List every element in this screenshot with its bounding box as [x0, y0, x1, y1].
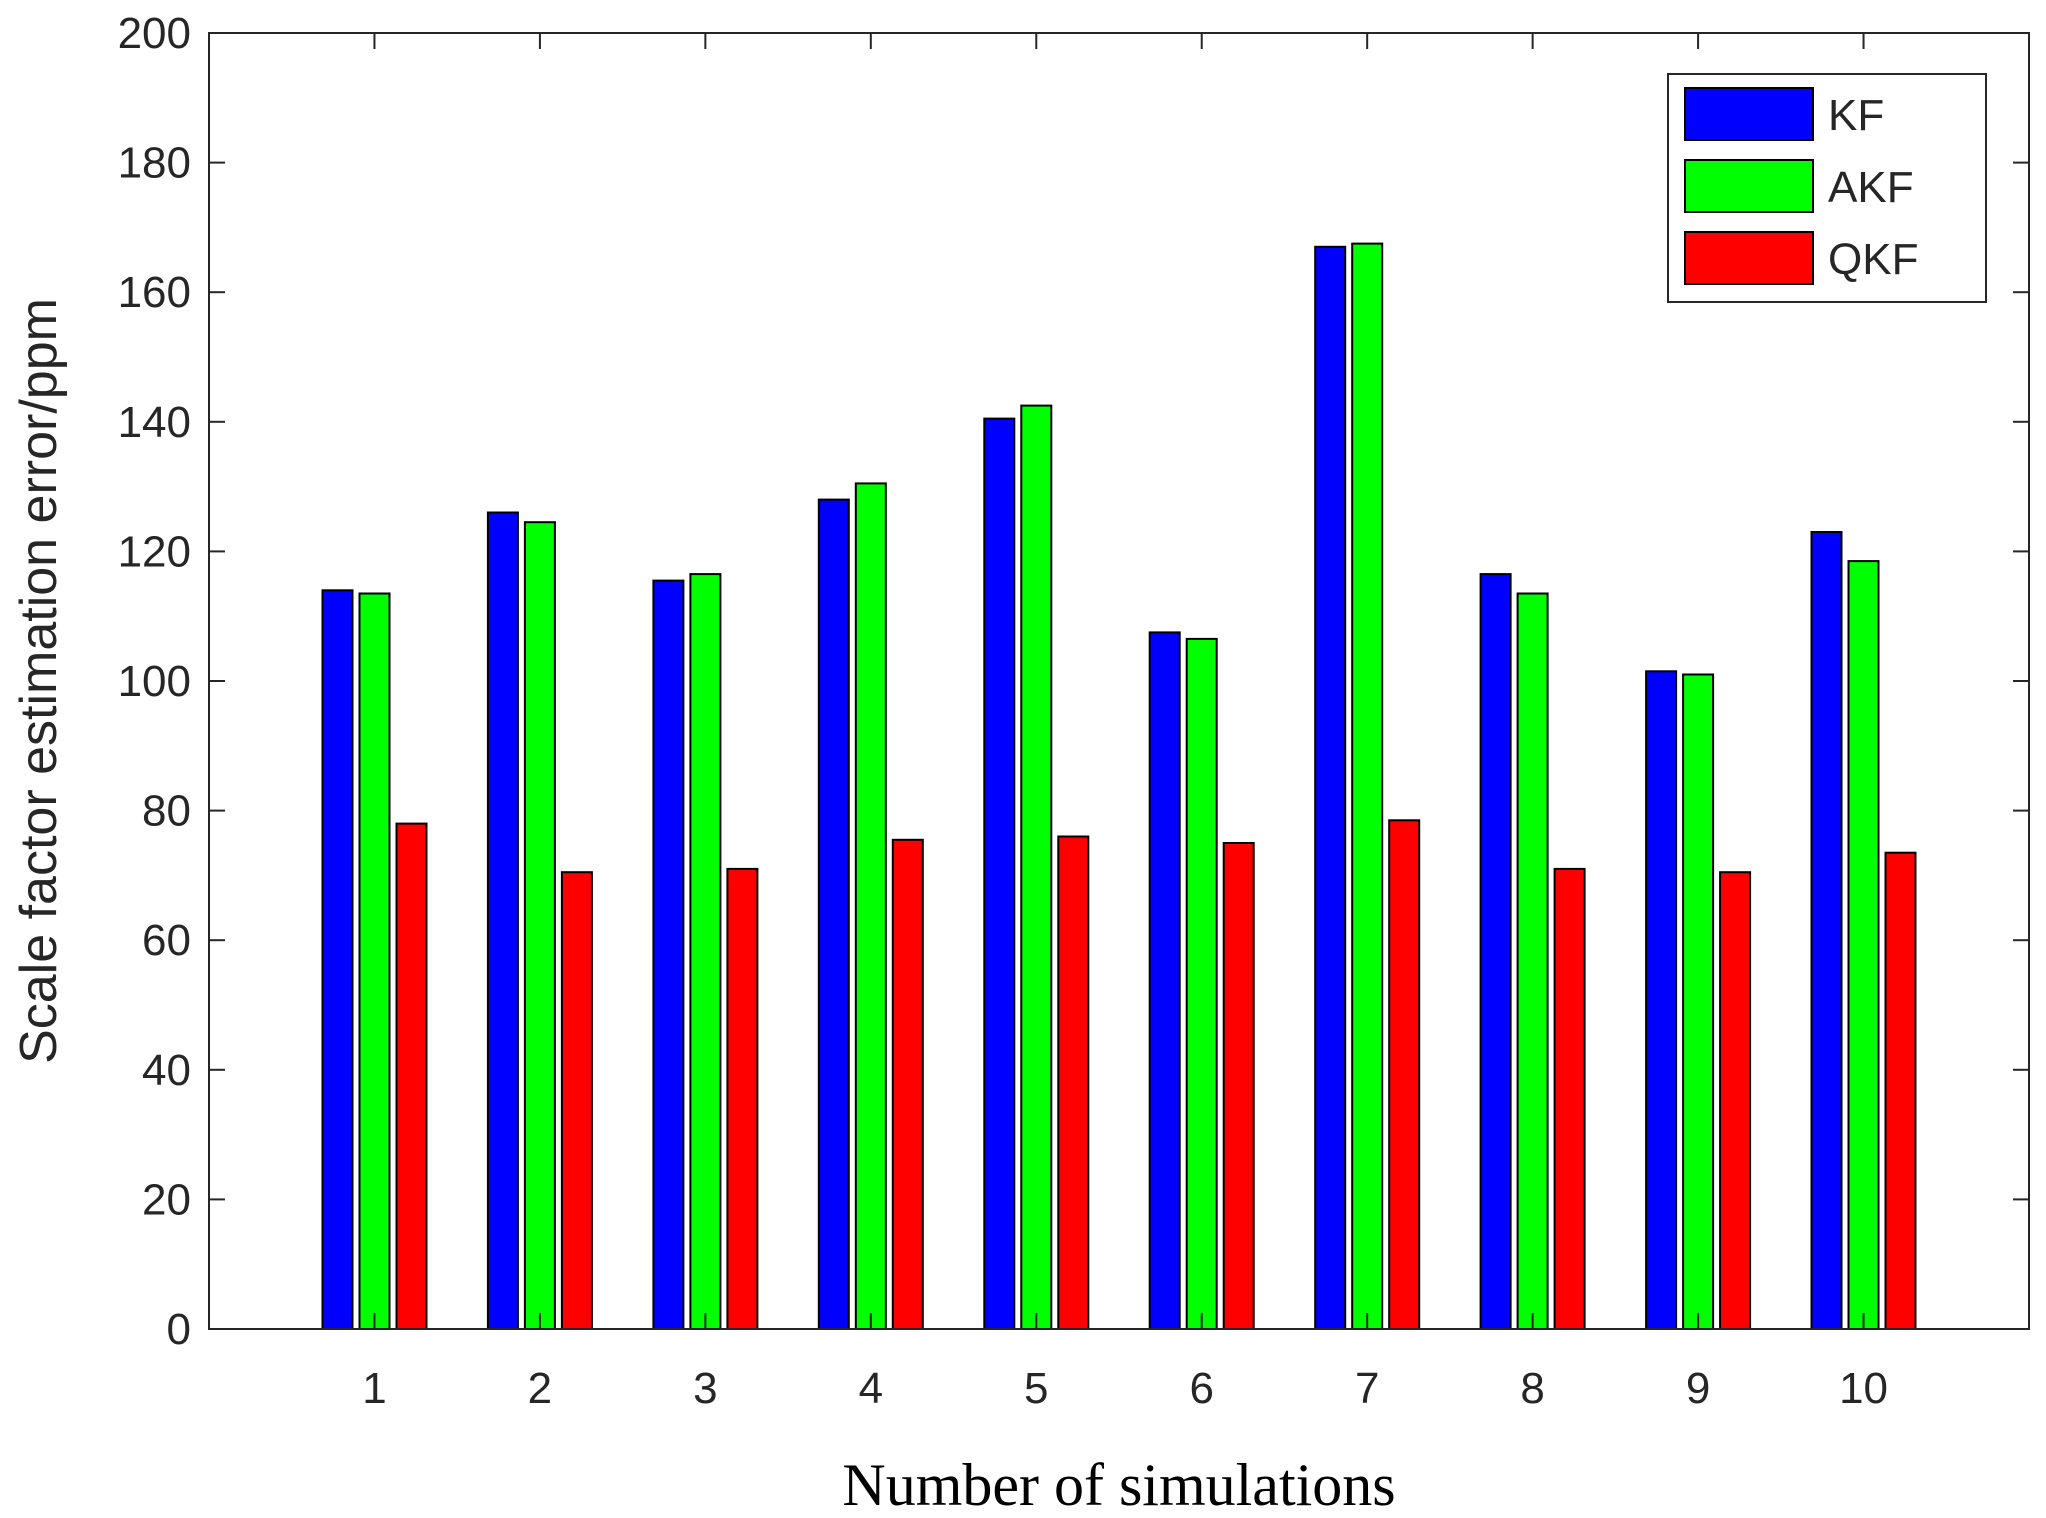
- bar-akf-7: [1351, 242, 1384, 1331]
- bar-qkf-6: [1222, 842, 1255, 1330]
- bar-qkf-9: [1719, 871, 1752, 1330]
- bar-akf-3: [689, 573, 722, 1330]
- bar-kf-6: [1148, 631, 1181, 1330]
- bar-akf-6: [1185, 637, 1218, 1330]
- y-axis-label: Scale factor estimation error/ppm: [10, 298, 68, 1064]
- legend: KF AKF QKF: [1667, 73, 1987, 303]
- bar-akf-10: [1847, 560, 1880, 1330]
- bar-kf-10: [1810, 531, 1843, 1330]
- bar-akf-4: [854, 482, 887, 1330]
- bar-akf-5: [1020, 404, 1053, 1331]
- bar-akf-9: [1682, 673, 1715, 1330]
- bar-qkf-7: [1388, 819, 1421, 1330]
- x-tick-label-1: 1: [362, 1364, 386, 1413]
- legend-entries: KF AKF QKF: [1684, 87, 1918, 285]
- legend-swatch-kf: [1684, 87, 1814, 141]
- bar-kf-3: [652, 579, 685, 1330]
- y-tick-label-0: 0: [167, 1305, 191, 1354]
- bar-kf-9: [1645, 670, 1678, 1330]
- legend-label-qkf: QKF: [1828, 235, 1918, 284]
- y-tick-label-60: 60: [142, 916, 191, 965]
- y-tick-label-140: 140: [118, 398, 191, 447]
- bar-akf-1: [358, 592, 391, 1330]
- ticks-layer: [209, 32, 2029, 1330]
- bar-akf-2: [523, 521, 556, 1330]
- bars-layer: [321, 242, 1917, 1331]
- x-tick-label-6: 6: [1189, 1364, 1213, 1413]
- y-tick-label-200: 200: [118, 9, 191, 58]
- x-tick-label-4: 4: [859, 1364, 883, 1413]
- y-tick-label-180: 180: [118, 139, 191, 188]
- y-tick-label-20: 20: [142, 1175, 191, 1224]
- bar-kf-1: [321, 589, 354, 1330]
- bar-akf-8: [1516, 592, 1549, 1330]
- x-tick-labels: 1 2 3 4 5 6 7 8 9 10: [362, 1364, 1888, 1413]
- x-tick-label-2: 2: [528, 1364, 552, 1413]
- bar-qkf-3: [726, 867, 759, 1331]
- x-tick-label-7: 7: [1355, 1364, 1379, 1413]
- bar-kf-4: [817, 498, 850, 1331]
- y-tick-label-80: 80: [142, 787, 191, 836]
- bar-kf-8: [1479, 573, 1512, 1330]
- legend-label-akf: AKF: [1828, 163, 1914, 212]
- plot-frame: [208, 32, 2030, 1330]
- legend-label-kf: KF: [1828, 91, 1884, 140]
- x-axis-label: Number of simulations: [842, 1452, 1395, 1513]
- y-tick-label-100: 100: [118, 657, 191, 706]
- bar-qkf-4: [891, 838, 924, 1330]
- y-tick-label-160: 160: [118, 268, 191, 317]
- x-tick-label-10: 10: [1839, 1364, 1888, 1413]
- legend-swatch-akf: [1684, 159, 1814, 213]
- legend-swatch-qkf: [1684, 231, 1814, 285]
- bar-kf-2: [486, 511, 519, 1330]
- y-tick-labels: 0 20 40 60 80 100 120 140 160 180 200: [118, 9, 191, 1354]
- bar-qkf-2: [560, 871, 593, 1330]
- y-tick-label-40: 40: [142, 1046, 191, 1095]
- bar-qkf-1: [395, 822, 428, 1330]
- bar-kf-7: [1314, 245, 1347, 1330]
- x-tick-label-8: 8: [1520, 1364, 1544, 1413]
- y-tick-label-120: 120: [118, 527, 191, 576]
- bar-qkf-10: [1884, 851, 1917, 1330]
- x-tick-label-9: 9: [1686, 1364, 1710, 1413]
- bar-kf-5: [983, 417, 1016, 1331]
- bar-qkf-8: [1553, 867, 1586, 1331]
- bar-qkf-5: [1057, 835, 1090, 1330]
- x-tick-label-5: 5: [1024, 1364, 1048, 1413]
- x-tick-label-3: 3: [693, 1364, 717, 1413]
